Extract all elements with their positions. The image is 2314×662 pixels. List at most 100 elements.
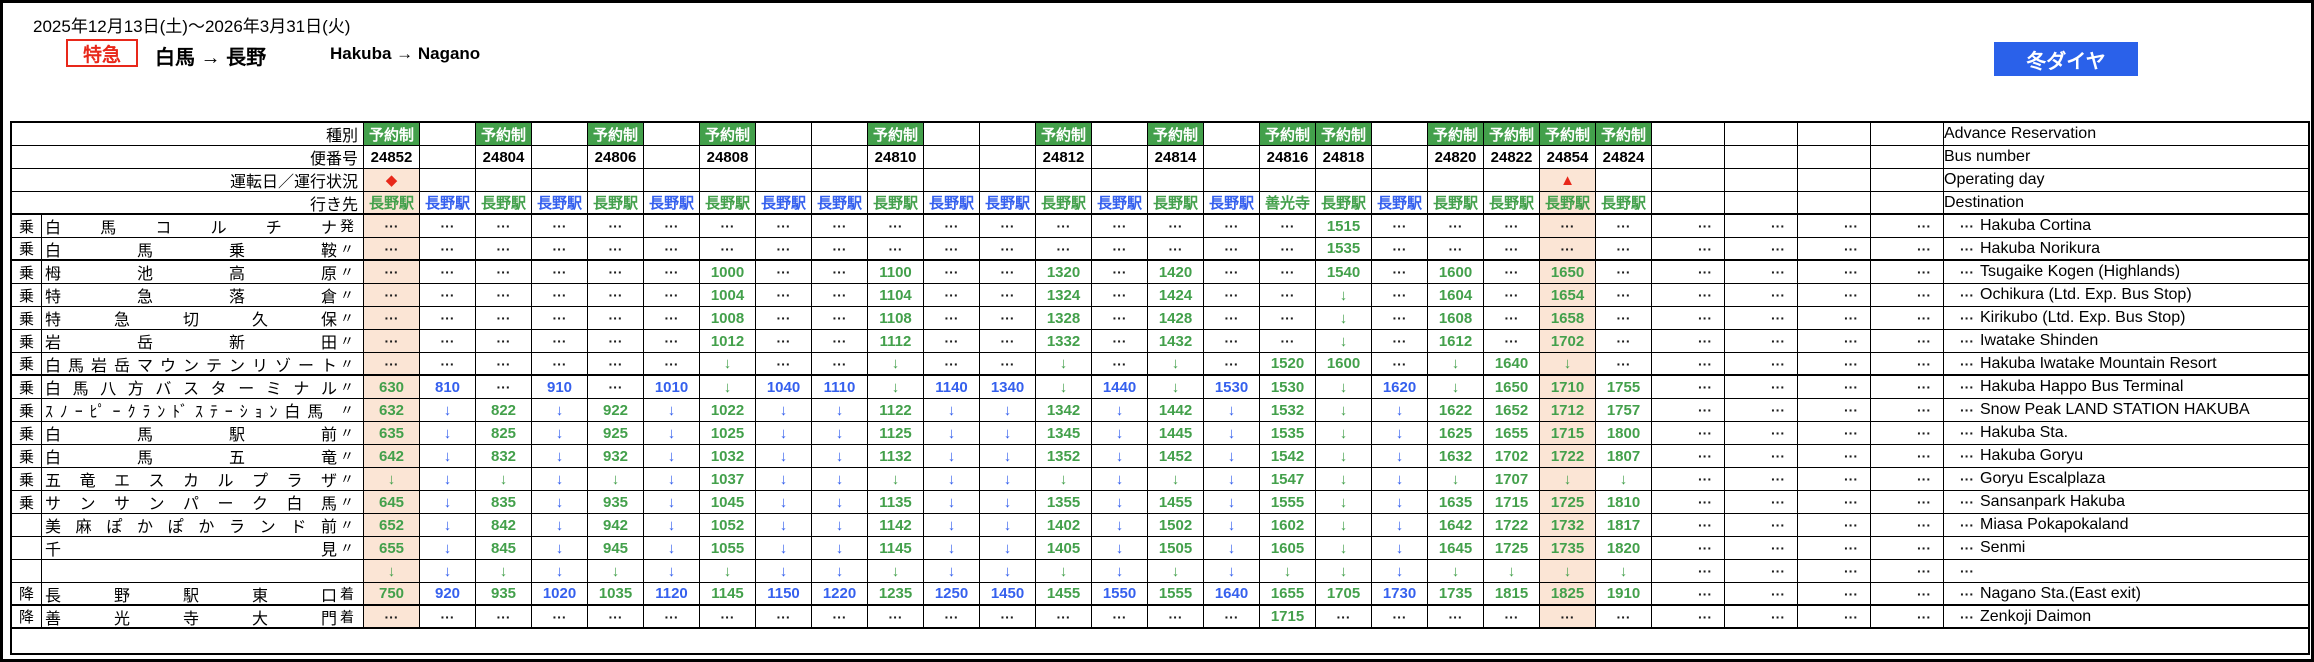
pass-through-arrow: ↓ [835, 539, 844, 557]
time-cell: ··· [924, 238, 980, 261]
pass-through-arrow: ↓ [835, 401, 844, 419]
station-name-jp: サンサンパーク白馬 [45, 496, 337, 513]
no-service-dots: ··· [1917, 425, 1931, 441]
pass-through-arrow: ↓ [1339, 332, 1348, 350]
spacer-cell: ··· [1652, 330, 1725, 353]
station-suffix: 〃 [340, 540, 354, 556]
spacer-cell: ··· [1798, 445, 1871, 468]
spacer-cell: ··· [1798, 215, 1871, 238]
time-cell: ··· [1484, 330, 1540, 353]
no-service-dots: ··· [1771, 379, 1785, 395]
pass-through-arrow: ↓ [947, 424, 956, 442]
time-cell: ··· [1596, 215, 1652, 238]
time-cell: ··· [1092, 284, 1148, 307]
time-cell: 1120 [644, 583, 700, 606]
no-service-dots: ··· [944, 240, 959, 257]
time-cell: 1452 [1148, 445, 1204, 468]
station-name-jp: 白馬五竜 [45, 450, 337, 467]
spacer-cell: ··· [1798, 261, 1871, 284]
english-label: Hakuba Cortina [1980, 217, 2092, 234]
no-service-dots: ··· [1917, 310, 1931, 326]
pass-through-arrow: ↓ [891, 470, 900, 488]
no-service-dots: ··· [1112, 218, 1127, 234]
time-cell: 1612 [1428, 330, 1484, 353]
time-cell: 1135 [868, 491, 924, 514]
time-cell: ↓ [756, 514, 812, 537]
boarding-marker: 乗 [12, 307, 42, 330]
no-service-dots: ··· [944, 310, 959, 326]
time-cell: ↓ [1372, 422, 1428, 445]
pass-through-arrow: ↓ [723, 355, 732, 372]
time-cell: 1455 [1148, 491, 1204, 514]
time-cell: ↓ [868, 376, 924, 399]
no-service-dots: ··· [552, 240, 567, 257]
english-label-cell: ··· Kirikubo (Ltd. Exp. Bus Stop) [1944, 307, 2308, 330]
time-cell: ··· [1036, 215, 1092, 238]
time-cell: 1825 [1540, 583, 1596, 606]
time-cell: ↓ [1260, 560, 1316, 583]
col-16-operating_day-cell [1204, 169, 1260, 192]
col-13-type-cell: 予約制 [1036, 123, 1092, 146]
time-cell: ··· [364, 215, 420, 238]
time-cell: ··· [1092, 307, 1148, 330]
time-cell: 1145 [868, 537, 924, 560]
pass-through-arrow: ↓ [1003, 562, 1012, 580]
no-service-dots: ··· [1392, 240, 1407, 257]
no-service-dots: ··· [496, 379, 511, 395]
time-cell: ··· [924, 330, 980, 353]
station-name-cell [42, 560, 364, 583]
time-cell: ··· [1484, 284, 1540, 307]
pass-through-arrow: ↓ [1227, 447, 1236, 465]
station-name-cell: 善光寺大門着 [42, 606, 364, 629]
time-cell: ··· [812, 606, 868, 629]
time-cell: ↓ [1372, 514, 1428, 537]
spacer-cell: ··· [1652, 514, 1725, 537]
time-cell: 1540 [1316, 261, 1372, 284]
no-service-dots: ··· [1616, 218, 1631, 234]
time-cell: ↓ [644, 491, 700, 514]
time-cell: 935 [476, 583, 532, 606]
no-service-dots: ··· [1917, 240, 1931, 257]
time-cell: 1440 [1092, 376, 1148, 399]
time-cell: ↓ [532, 399, 588, 422]
no-service-dots: ··· [1844, 355, 1858, 372]
col-4-destination-cell: 長野駅 [532, 192, 588, 215]
no-service-dots: ··· [1280, 240, 1295, 257]
no-service-dots: ··· [1698, 585, 1712, 602]
no-service-dots: ··· [1844, 379, 1858, 395]
pass-through-arrow: ↓ [947, 516, 956, 534]
time-cell: ··· [980, 261, 1036, 284]
col-18-destination-cell: 長野駅 [1316, 192, 1372, 215]
time-cell: 1710 [1540, 376, 1596, 399]
station-row: 千見〃 655 ↓ 845 ↓ 945 ↓ 1055 ↓ ↓ 1145 ↓ ↓ 1405 ↓ 1505 ↓ 160… [12, 537, 2308, 560]
col-22-operating_day-cell: ▲ [1540, 169, 1596, 192]
time-cell: ··· [1260, 330, 1316, 353]
boarding-marker: 乗 [12, 468, 42, 491]
time-cell: ↓ [1204, 514, 1260, 537]
col-23-type-cell: 予約制 [1596, 123, 1652, 146]
spacer-cell: ··· [1871, 445, 1944, 468]
pass-through-arrow: ↓ [443, 401, 452, 419]
spacer-cell: ··· [1652, 606, 1725, 629]
time-cell: 1424 [1148, 284, 1204, 307]
station-row: 乗白馬乗鞍〃 ··· ··· ··· ··· ··· ··· ··· ··· ··· ··· ··· ·… [12, 238, 2308, 261]
time-cell: 832 [476, 445, 532, 468]
row-label-bus_number: 便番号 [12, 146, 364, 169]
time-cell: 1555 [1148, 583, 1204, 606]
col-18-bus_number-cell: 24818 [1316, 146, 1372, 169]
time-cell: 1132 [868, 445, 924, 468]
no-service-dots: ··· [1698, 471, 1712, 487]
spacer-cell [1798, 169, 1871, 192]
boarding-marker: 乗 [12, 284, 42, 307]
pass-through-arrow: ↓ [779, 516, 788, 534]
col-6-type-cell [644, 123, 700, 146]
no-service-dots: ··· [552, 264, 567, 280]
boarding-marker: 乗 [12, 399, 42, 422]
station-row: 乗五竜エスカルプラザ〃 ↓ ↓ ↓ ↓ ↓ ↓ 1037 ↓ ↓ ↓ ↓ ↓ ↓ ↓ ↓ ↓ 1547 ↓ ↓ ↓ 170… [12, 468, 2308, 491]
spacer-cell: ··· [1725, 307, 1798, 330]
time-cell: ··· [1372, 261, 1428, 284]
time-cell: 825 [476, 422, 532, 445]
no-service-dots: ··· [1392, 218, 1407, 234]
time-cell: ↓ [924, 399, 980, 422]
col-8-bus_number-cell [756, 146, 812, 169]
